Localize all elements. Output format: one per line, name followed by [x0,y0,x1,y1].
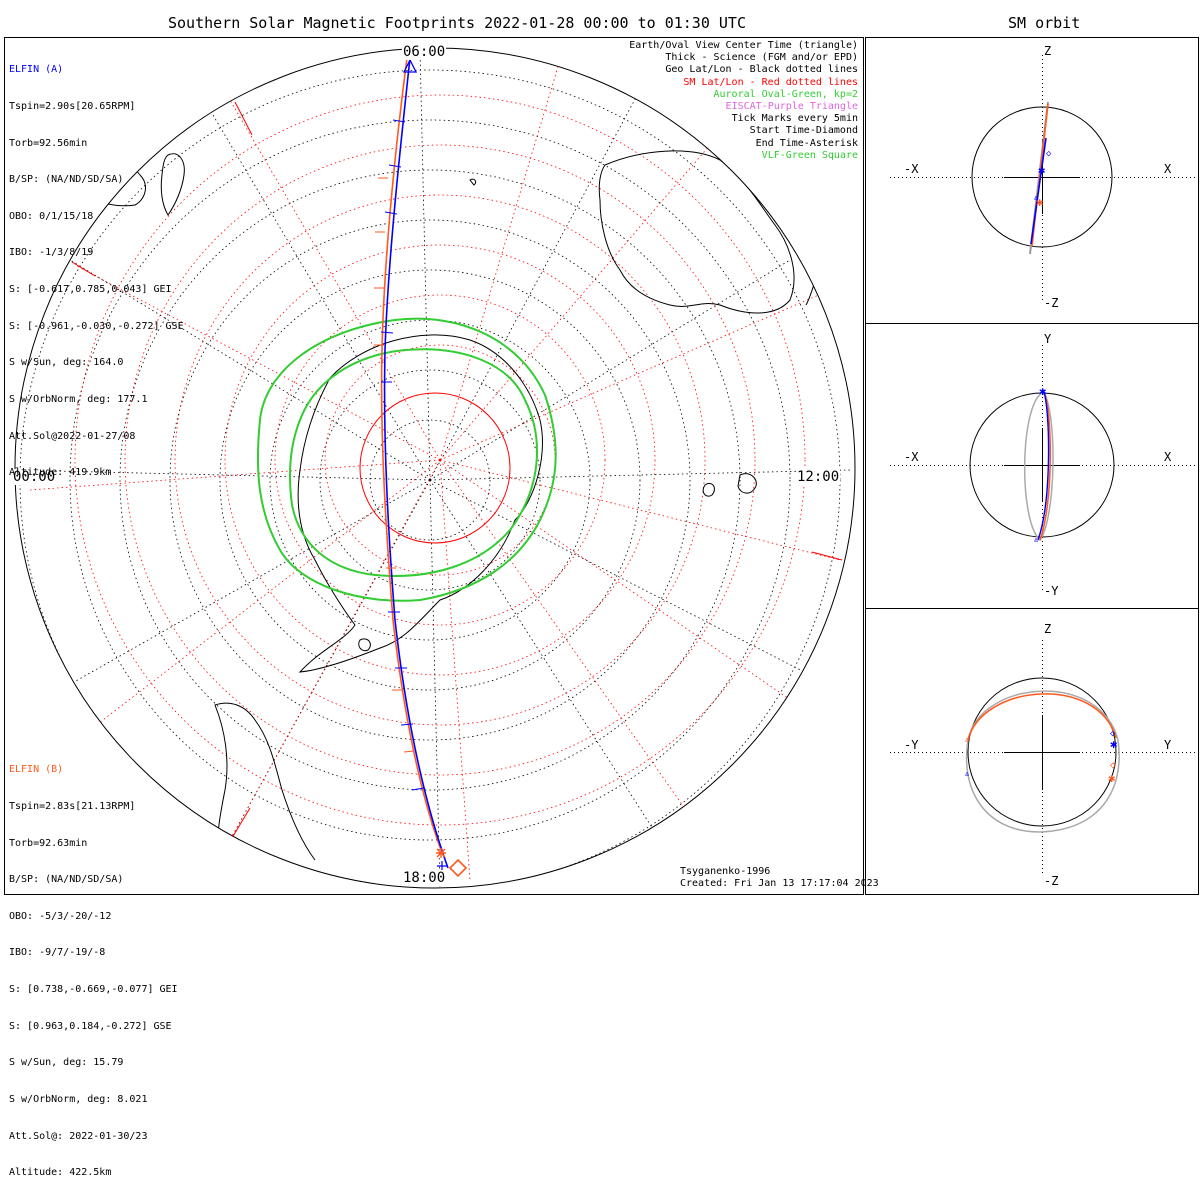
elfin-a-view-triangle [402,58,418,73]
orbit2-v-pos: Y [1044,332,1052,346]
svg-text:▵: ▵ [1033,534,1039,545]
legend-item: Start Time-Diamond [749,125,858,137]
orbit3-h-pos: Y [1164,738,1172,752]
time-label-bottom: 18:00 [402,870,447,886]
legend-item: Earth/Oval View Center Time (triangle) [629,40,858,51]
sm-pole-circle [359,392,511,544]
elfin-b-line: Tspin=2.83s[21.13RPM] [9,801,136,813]
elfin-a-line: S: [-0.617,0.785,0.043] GEI [9,284,172,296]
elfin-a-line: IBO: -1/3/8/19 [9,247,94,259]
svg-text:◇: ◇ [1046,149,1052,159]
elfin-a-ticks [380,119,425,791]
orbit-title: SM orbit [1008,14,1081,32]
elfin-b-line: S w/OrbNorm, deg: 8.021 [9,1093,148,1105]
orbit-frame [865,37,1199,895]
svg-text:▵: ▵ [1033,192,1039,203]
legend-item: VLF-Green Square [761,149,858,161]
svg-text:✱: ✱ [1108,771,1115,785]
elfin-b-line: S w/Sun, deg: 15.79 [9,1057,124,1069]
orbit1-v-pos: Z [1044,44,1052,58]
orbit-panel-xz: ◇ ✱ ▵ ✱ [890,55,1195,300]
model-label: Tsyganenko-1996 [680,866,771,877]
figure-title: Southern Solar Magnetic Footprints 2022-… [168,14,746,32]
legend-item: Geo Lat/Lon - Black dotted lines [665,64,858,76]
orbit2-v-neg: -Y [1044,584,1059,598]
svg-text:▵: ▵ [964,768,970,779]
created-label: Created: Fri Jan 13 17:17:04 2023 [680,878,879,889]
time-label-left: 00:00 [12,469,57,485]
elfin-b-line: Att.Sol@: 2022-01-30/23 [9,1130,148,1142]
elfin-a-line: OBO: 0/1/15/18 [9,210,94,222]
elfin-a-line: Att.Sol@2022-01-27/08 [9,430,136,442]
elfin-b-line: S: [0.738,-0.669,-0.077] GEI [9,984,178,996]
elfin-a-line: Torb=92.56min [9,137,88,149]
legend-item: Thick - Science (FGM and/or EPD) [665,52,858,64]
orbit1-h-neg: -X [904,162,919,176]
svg-text:✱: ✱ [1038,163,1045,177]
elfin-b-ticks [374,177,415,753]
elfin-b-track [380,57,444,856]
elfin-a-name: ELFIN (A) [9,64,64,76]
orbit1-h-pos: X [1164,162,1172,176]
orbit3-h-neg: -Y [904,738,919,752]
legend-item: Auroral Oval-Green, kp=2 [713,88,859,100]
elfin-b-line: Torb=92.63min [9,837,88,849]
elfin-a-line: S: [-0.961,-0.030,-0.272] GSE [9,320,184,332]
svg-text:✱: ✱ [1110,737,1117,751]
elfin-a-end-asterisk [437,861,447,871]
svg-text:✱: ✱ [1039,384,1046,398]
sm-rim-ticks [71,101,843,839]
time-label-top: 06:00 [402,44,447,60]
orbit2-h-neg: -X [904,450,919,464]
elfin-b-end-asterisk [436,848,446,858]
sm-lon-grid [29,59,841,881]
elfin-b-start-diamond [448,858,468,878]
orbit3-v-neg: -Z [1044,874,1059,888]
orbit1-v-neg: -Z [1044,296,1059,310]
elfin-a-track [383,57,449,869]
elfin-b-info: ELFIN (B) Tspin=2.83s[21.13RPM] Torb=92.… [9,740,178,1192]
svg-text:◇: ◇ [1110,760,1116,771]
elfin-a-line: S w/Sun, deg: 164.0 [9,357,124,369]
legend-item: End Time-Asterisk [755,137,858,149]
elfin-b-line: B/SP: (NA/ND/SD/SA) [9,874,124,886]
map-frame [4,37,864,895]
orbit3-v-pos: Z [1044,622,1052,636]
elfin-b-line: Altitude: 422.5km [9,1167,112,1179]
orbit-panel-xy: ✱ ▵ [890,345,1195,590]
elfin-a-info: ELFIN (A) Tspin=2.90s[20.65RPM] Torb=92.… [9,40,184,492]
orbit2-h-pos: X [1164,450,1172,464]
elfin-b-line: S: [0.963,0.184,-0.272] GSE [9,1020,172,1032]
elfin-b-line: IBO: -9/7/-19/-8 [9,947,106,959]
legend-item: SM Lat/Lon - Red dotted lines [683,76,858,88]
auroral-oval [256,317,557,602]
elfin-b-name: ELFIN (B) [9,764,64,776]
elfin-a-line: S w/OrbNorm, deg: 177.1 [9,393,148,405]
legend-item: EISCAT-Purple Triangle [725,101,858,113]
sm-lat-grid [74,94,806,826]
svg-text:▵: ▵ [964,734,970,745]
orbit-panel-yz: ▵ ▵ ◇ ✱ ◇ ✱ [890,640,1195,875]
elfin-b-line: OBO: -5/3/-20/-12 [9,910,112,922]
svg-text:◇: ◇ [1110,729,1116,739]
legend: Earth/Oval View Center Time (triangle) T… [629,40,858,162]
legend-item: Tick Marks every 5min [731,113,858,125]
svg-text:✱: ✱ [1036,195,1043,209]
time-label-right: 12:00 [796,469,841,485]
elfin-a-line: B/SP: (NA/ND/SD/SA) [9,174,124,186]
elfin-a-line: Tspin=2.90s[20.65RPM] [9,101,136,113]
elfin-a-line: Altitude: 419.9km [9,467,112,479]
